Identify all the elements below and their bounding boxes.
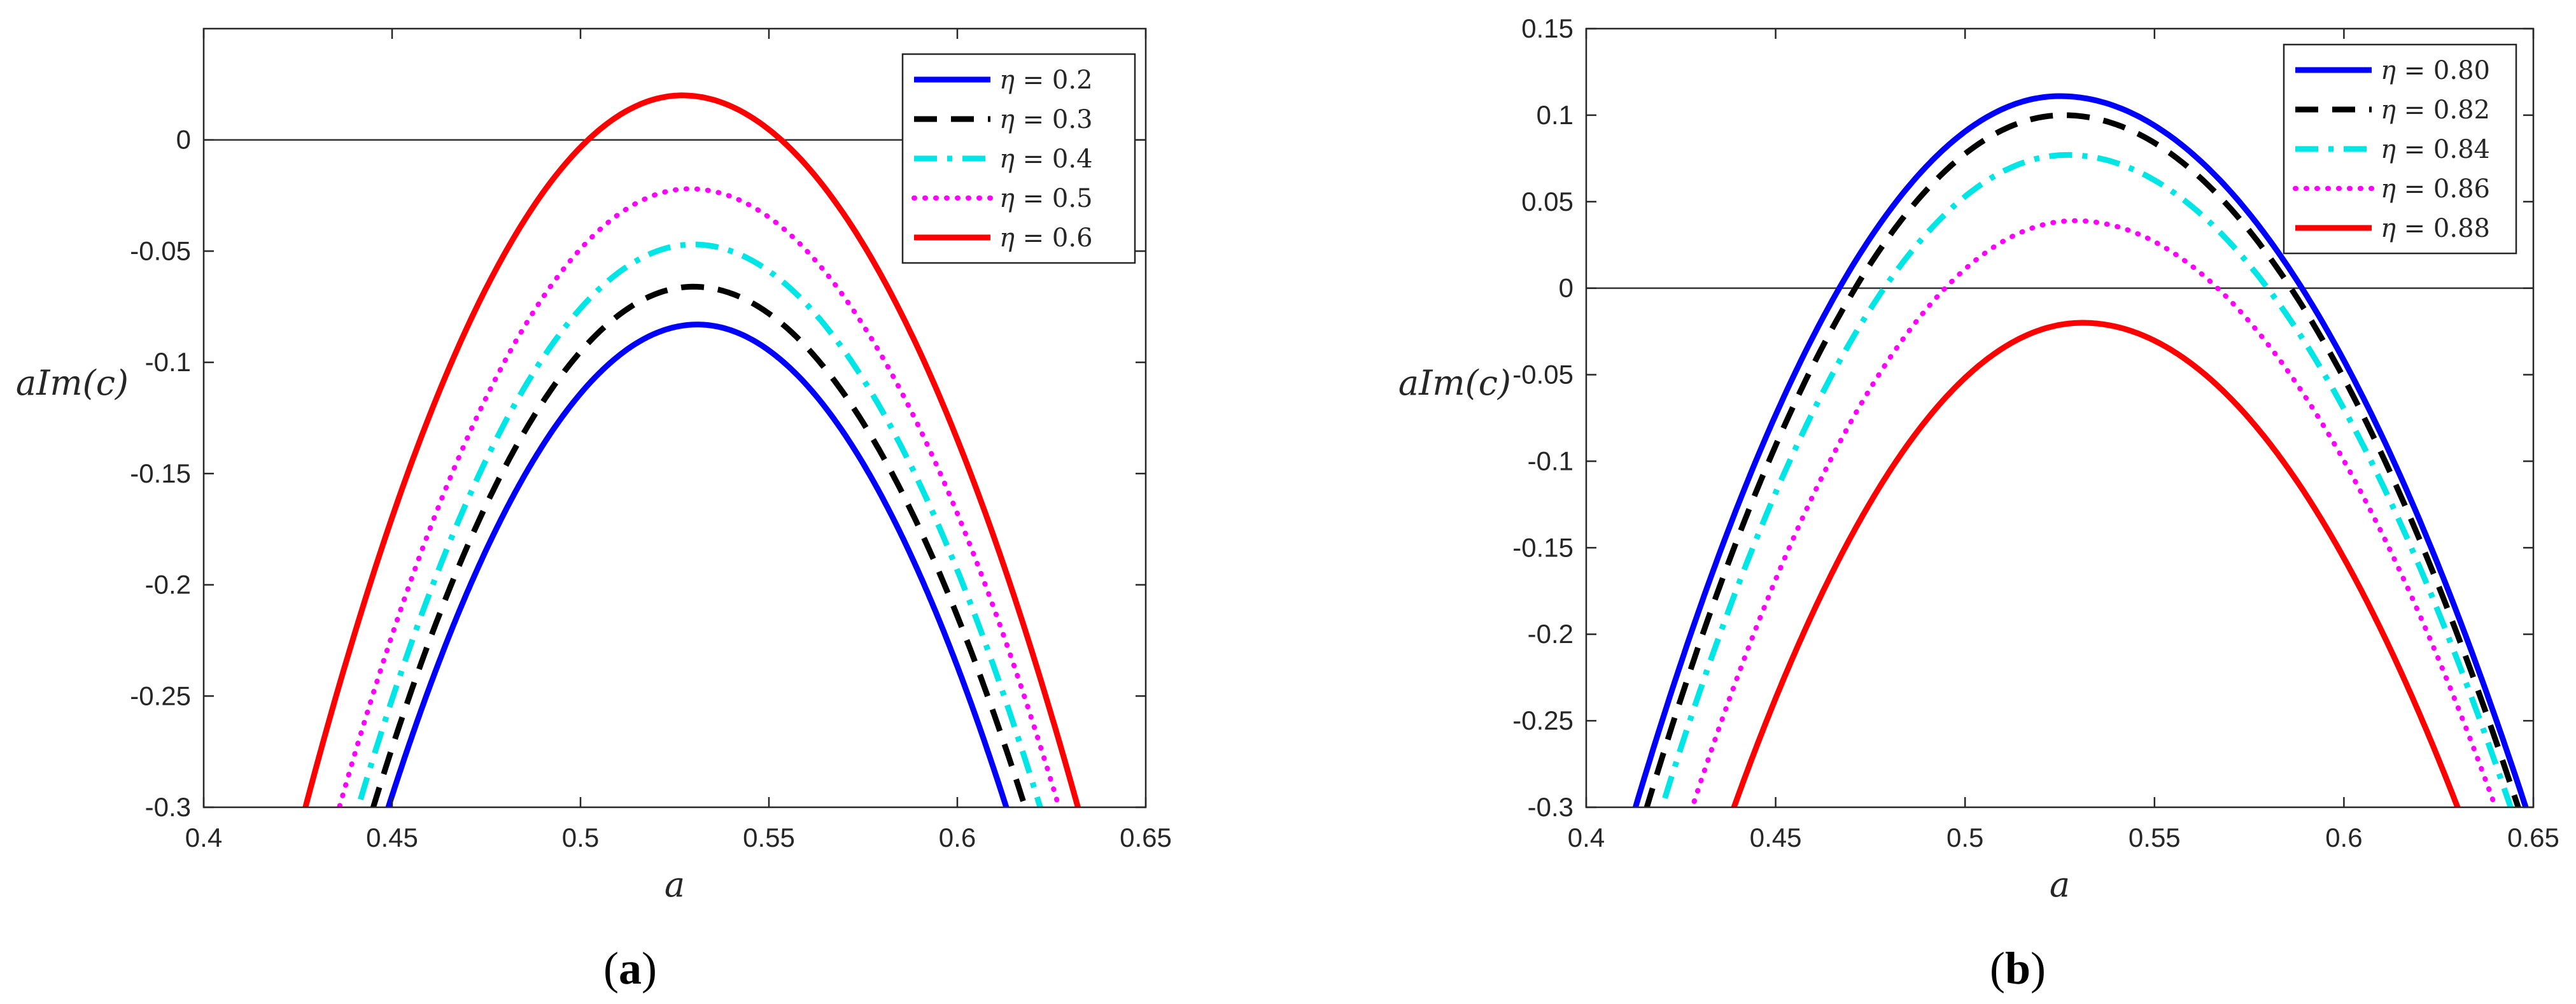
panel-caption-b: (b) — [1990, 943, 2046, 994]
series-line-a-2 — [355, 241, 1043, 807]
x-tick-label: 0.6 — [939, 823, 976, 852]
legend-entry: η = 0.4 — [999, 145, 1093, 174]
y-tick-label: 0.05 — [1521, 187, 1573, 216]
y-axis-label: aIm(c) — [1398, 363, 1511, 403]
y-tick-label: -0.25 — [130, 681, 191, 711]
y-axis-label: aIm(c) — [16, 363, 129, 403]
x-tick-label: 0.45 — [1750, 823, 1802, 852]
series-line-a-4 — [302, 92, 1081, 807]
y-tick-label: -0.2 — [145, 570, 191, 600]
legend-entry: η = 0.82 — [2381, 95, 2490, 125]
y-tick-label: -0.15 — [1512, 532, 1573, 562]
x-tick-label: 0.55 — [2129, 823, 2181, 852]
x-tick-label: 0.4 — [1568, 823, 1605, 852]
y-tick-label: -0.3 — [1528, 792, 1573, 822]
y-tick-label: -0.1 — [145, 347, 191, 377]
y-tick-label: 0.15 — [1521, 13, 1573, 43]
legend-entry: η = 0.2 — [999, 66, 1093, 95]
legend-entry: η = 0.3 — [999, 105, 1093, 134]
y-tick-label: 0 — [1559, 273, 1573, 303]
series-line-b-3 — [1689, 218, 2498, 807]
x-tick-label: 0.5 — [562, 823, 599, 852]
legend-entry: η = 0.6 — [999, 223, 1093, 253]
series-line-b-2 — [1659, 152, 2514, 807]
series-line-b-4 — [1731, 320, 2461, 807]
y-tick-label: -0.25 — [1512, 705, 1573, 735]
y-tick-label: -0.05 — [130, 236, 191, 265]
x-axis-label: a — [2050, 865, 2070, 905]
axes-box-b — [1585, 27, 2535, 809]
x-tick-label: 0.55 — [743, 823, 795, 852]
y-tick-label: 0.1 — [1537, 100, 1573, 130]
x-axis-label: a — [665, 865, 685, 905]
y-tick-label: -0.15 — [130, 458, 191, 488]
legend-entry: η = 0.86 — [2381, 174, 2490, 204]
y-tick-label: 0 — [176, 125, 191, 155]
legend-entry: η = 0.88 — [2381, 214, 2490, 243]
x-tick-label: 0.65 — [2507, 823, 2559, 852]
series-line-b-1 — [1643, 112, 2521, 807]
axes-box-a — [202, 27, 1147, 809]
series-line-a-1 — [370, 283, 1029, 807]
legend-b: η = 0.80 η = 0.82 η = 0.84 η = 0.86 η = 0.88 — [2283, 43, 2517, 255]
series-line-a-0 — [385, 322, 1010, 807]
y-tick-label: -0.1 — [1528, 446, 1573, 476]
legend-entry: η = 0.80 — [2381, 56, 2490, 85]
x-tick-label: 0.4 — [185, 823, 222, 852]
y-tick-label: -0.3 — [145, 792, 191, 822]
chart-panel-b: 0.4 0.45 0.5 0.55 0.6 0.65 0.15 0.1 0.05 0 -0.05 -0… — [1398, 13, 2559, 994]
x-tick-label: 0.45 — [366, 823, 418, 852]
series-line-b-0 — [1632, 93, 2529, 807]
legend-entry: η = 0.5 — [999, 184, 1093, 213]
legend-entry: η = 0.84 — [2381, 135, 2490, 164]
chart-panel-a: 0.4 0.45 0.5 0.55 0.6 0.65 0 -0.05 -0.1 -0.15 -0.2… — [16, 27, 1172, 994]
legend-box — [2283, 43, 2517, 255]
x-tick-label: 0.6 — [2325, 823, 2362, 852]
series-line-a-3 — [336, 186, 1062, 807]
legend-a: η = 0.2 η = 0.3 η = 0.4 η = 0.5 η = 0.6 — [901, 53, 1136, 264]
y-tick-label: -0.2 — [1528, 619, 1573, 649]
legend-box — [901, 53, 1136, 264]
x-tick-label: 0.5 — [1946, 823, 1983, 852]
panel-caption-a: (a) — [603, 943, 657, 994]
y-tick-label: -0.05 — [1512, 360, 1573, 390]
x-tick-label: 0.65 — [1120, 823, 1172, 852]
